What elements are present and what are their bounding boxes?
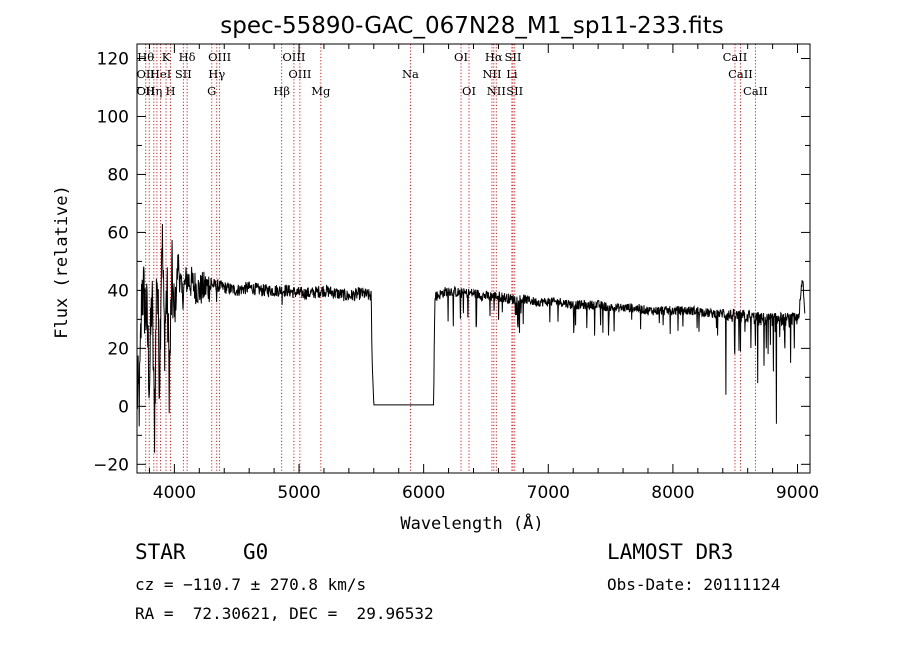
spectral-line-label: OII	[136, 67, 155, 81]
observation-date: Obs-Date: 20111124	[607, 575, 781, 594]
spectral-line-label: NII	[487, 84, 506, 98]
y-axis-label: Flux (relative)	[52, 185, 72, 339]
x-tick-label: 4000	[153, 483, 196, 503]
redshift-velocity: cz = −110.7 ± 270.8 km/s	[135, 575, 367, 594]
x-tick-label: 5000	[277, 483, 320, 503]
spectral-line-label: Hη	[145, 84, 162, 98]
spectral-line-label: CaII	[743, 84, 768, 98]
spectral-line-label: Hθ	[137, 50, 154, 64]
spectral-line-label: CaII	[723, 50, 748, 64]
x-tick-label: 8000	[651, 483, 694, 503]
spectral-line-label: OIII	[208, 50, 231, 64]
spectral-line-label: OI	[462, 84, 476, 98]
y-tick-label: 80	[107, 165, 129, 185]
spectral-line-label: SII	[505, 50, 522, 64]
spectral-line-label: SII	[175, 67, 192, 81]
y-tick-label: 20	[107, 339, 129, 359]
chart-title: spec-55890-GAC_067N28_M1_sp11-233.fits	[220, 13, 723, 39]
emission-line-markers	[145, 44, 756, 473]
y-tick-label: −20	[93, 455, 129, 475]
spectral-line-label: H	[166, 84, 176, 98]
survey-name: LAMOST DR3	[607, 540, 734, 564]
spectral-line-label: OIII	[282, 50, 305, 64]
spectral-line-label: Li	[506, 67, 518, 81]
spectral-line-label: Na	[402, 67, 419, 81]
x-axis-label: Wavelength (Å)	[400, 512, 543, 534]
y-tick-label: 40	[107, 281, 129, 301]
object-class: STAR	[135, 540, 186, 564]
x-tick-label: 9000	[776, 483, 819, 503]
spectral-line-label: Mg	[311, 84, 331, 98]
object-subclass: G0	[243, 540, 269, 564]
spectral-line-label: CaII	[728, 67, 753, 81]
spectral-line-label: Hδ	[179, 50, 196, 64]
spectral-line-label: HeI	[150, 67, 171, 81]
x-tick-label: 6000	[402, 483, 445, 503]
spectrum-line	[136, 223, 806, 453]
emission-line-labels: HθOIIOIIHηHeIKHSIIHδGHγOIIIHβOIIIOIIIMgN…	[136, 50, 767, 98]
y-tick-label: 0	[118, 397, 129, 417]
y-tick-label: 60	[107, 223, 129, 243]
spectral-line-label: OIII	[288, 67, 311, 81]
spectral-line-label: OI	[454, 50, 468, 64]
x-axis-ticks: 4000 5000 6000 7000 8000 9000	[148, 44, 819, 503]
spectral-line-label: Hβ	[273, 84, 290, 98]
x-tick-label: 7000	[527, 483, 570, 503]
spectral-line-label: G	[207, 84, 216, 98]
spectral-line-label: NII	[482, 67, 501, 81]
spectral-line-label: K	[162, 50, 171, 64]
plot-frame	[136, 43, 811, 474]
spectral-line-label: Hγ	[208, 67, 225, 81]
y-axis-ticks: −20 0 20 40 60 80 100 120	[93, 49, 810, 475]
spectral-line-label: SII	[506, 84, 523, 98]
y-tick-label: 100	[97, 107, 129, 127]
ra-dec-coordinates: RA = 72.30621, DEC = 29.96532	[135, 604, 434, 623]
spectral-line-label: Hα	[485, 50, 503, 64]
y-tick-label: 120	[97, 49, 129, 69]
